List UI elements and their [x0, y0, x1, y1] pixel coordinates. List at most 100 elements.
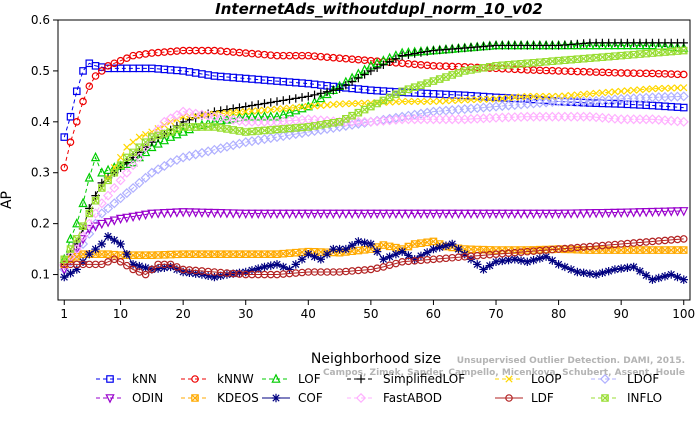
point-odin [140, 210, 151, 221]
legend-marker-inflo [601, 394, 609, 402]
point-odin [522, 209, 532, 219]
point-odin [190, 208, 201, 218]
legend-item-ldof: LDOF [591, 372, 659, 386]
point-odin [366, 209, 376, 219]
point-simplifiedlof [404, 50, 413, 59]
point-cof [254, 264, 263, 273]
point-ldof [115, 193, 126, 204]
point-fastabod [591, 112, 602, 123]
point-lof [635, 39, 645, 50]
point-inflo [479, 64, 488, 72]
point-inflo [173, 125, 181, 134]
legend-item-simplifiedlof: SimplifiedLOF [347, 372, 465, 386]
point-cof [579, 268, 588, 278]
point-odin [216, 209, 226, 219]
x-tick-label: 90 [614, 307, 629, 321]
point-fastabod [178, 106, 189, 117]
point-lof [72, 218, 82, 228]
point-cof [541, 252, 551, 261]
point-odin [209, 208, 220, 219]
point-odin [660, 207, 670, 217]
point-ldf [104, 258, 112, 266]
legend-label-loop: LoOP [531, 372, 562, 386]
point-lof [103, 164, 113, 174]
point-odin [597, 208, 608, 219]
point-cof [360, 238, 369, 247]
point-loop [473, 95, 481, 104]
point-cof [660, 272, 670, 281]
point-cof [391, 249, 401, 259]
point-loop [579, 90, 588, 98]
point-cof [598, 268, 607, 278]
point-lof [247, 111, 257, 121]
point-simplifiedlof [254, 100, 263, 109]
point-cof [548, 256, 557, 265]
point-fastabod [672, 116, 683, 127]
point-odin [59, 265, 69, 275]
point-cof [178, 267, 188, 277]
x-tick-label: 40 [301, 307, 316, 321]
legend-label-ldof: LDOF [627, 372, 659, 386]
point-odin [510, 209, 520, 219]
point-odin [197, 208, 207, 218]
point-simplifiedlof [322, 87, 332, 96]
point-loop [423, 97, 431, 106]
legend-item-knn: kNN [96, 372, 157, 386]
point-lof [603, 39, 614, 50]
point-odin [616, 208, 626, 218]
point-loop [667, 84, 675, 92]
series-inflo [60, 46, 688, 264]
point-cof [153, 264, 163, 273]
point-ldof [153, 164, 164, 175]
y-tick-label: 0.2 [31, 217, 50, 231]
point-odin [103, 218, 113, 228]
point-cof [341, 244, 351, 254]
point-ldf [123, 261, 131, 270]
point-odin [516, 209, 526, 219]
point-cof [335, 244, 344, 254]
series-odin [59, 207, 689, 275]
point-loop [648, 85, 657, 93]
point-simplifiedlof [372, 63, 382, 73]
point-loop [123, 143, 131, 151]
point-loop [348, 99, 356, 108]
point-odin [184, 208, 195, 218]
point-cof [679, 275, 688, 284]
point-odin [253, 209, 263, 219]
point-odin [222, 209, 232, 219]
point-loop [479, 95, 488, 103]
point-simplifiedlof [329, 86, 338, 95]
point-cof [554, 260, 563, 269]
point-lof [591, 39, 601, 50]
point-fastabod [228, 114, 239, 125]
point-loop [323, 101, 331, 109]
point-loop [436, 97, 444, 105]
point-loop [461, 96, 469, 104]
point-lof [597, 39, 608, 50]
point-inflo [442, 73, 450, 81]
point-simplifiedlof [241, 102, 250, 111]
point-odin [679, 207, 689, 217]
point-odin [578, 209, 589, 219]
x-tick-label: 100 [672, 307, 695, 321]
point-inflo [392, 90, 400, 99]
plot-frame [57, 19, 691, 301]
point-loop [429, 97, 438, 106]
point-cof [422, 248, 432, 257]
point-cof [504, 255, 513, 265]
point-simplifiedlof [354, 73, 363, 83]
point-lof [140, 146, 151, 157]
point-inflo [85, 209, 94, 218]
point-inflo [98, 184, 106, 192]
point-odin [497, 209, 507, 219]
point-ldof [678, 91, 689, 102]
point-odin [72, 245, 82, 255]
point-knnw [85, 82, 94, 90]
point-cof [673, 272, 682, 282]
point-cof [641, 271, 651, 280]
point-fastabod [221, 113, 232, 124]
point-inflo [360, 105, 369, 114]
point-odin [560, 209, 570, 219]
point-loop [292, 103, 300, 112]
point-kdeos [354, 246, 363, 255]
